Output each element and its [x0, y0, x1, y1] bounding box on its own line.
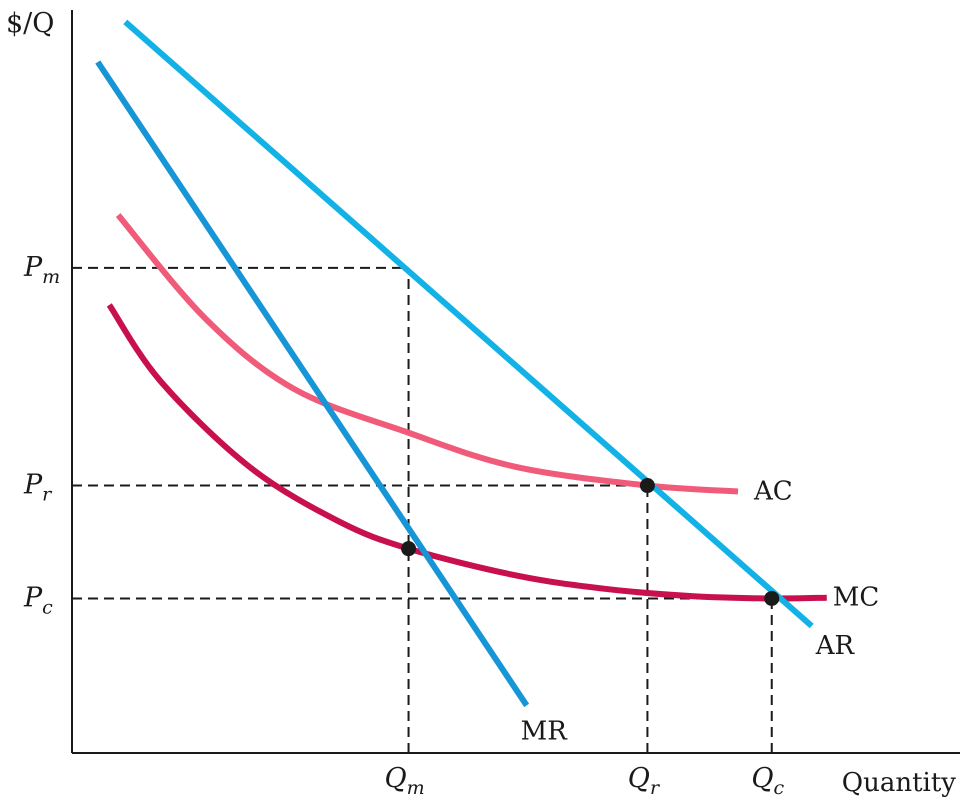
equilibrium-point	[401, 541, 417, 557]
curves	[95, 19, 827, 708]
axes	[71, 10, 960, 754]
equilibrium-point	[764, 590, 780, 606]
curve-mc	[106, 303, 827, 602]
series-label-ac: AC	[753, 476, 793, 506]
x-tick-label: Qm	[384, 763, 424, 799]
series-label-mr: MR	[521, 716, 569, 746]
curve-mr	[95, 60, 530, 708]
equilibrium-points	[401, 478, 780, 606]
y-tick-label: Pc	[23, 582, 53, 618]
y-tick-label: Pr	[23, 470, 53, 506]
equilibrium-point	[639, 478, 655, 494]
y-tick-label: Pm	[23, 252, 60, 288]
guide-lines	[72, 266, 773, 753]
labels: $/Q Quantity	[6, 8, 956, 798]
y-axis-label: $/Q	[6, 8, 54, 39]
series-labels: AR MR AC MC	[521, 476, 880, 746]
series-label-ar: AR	[815, 631, 856, 661]
x-tick-label: Qr	[628, 763, 661, 799]
tick-labels: Pm Pr Pc Qm Qr Qc	[23, 252, 784, 799]
curve-ar	[123, 19, 814, 629]
x-axis-label: Quantity	[842, 768, 957, 798]
x-tick-label: Qc	[751, 763, 784, 799]
curve-ac	[115, 213, 739, 495]
series-label-mc: MC	[833, 583, 880, 613]
